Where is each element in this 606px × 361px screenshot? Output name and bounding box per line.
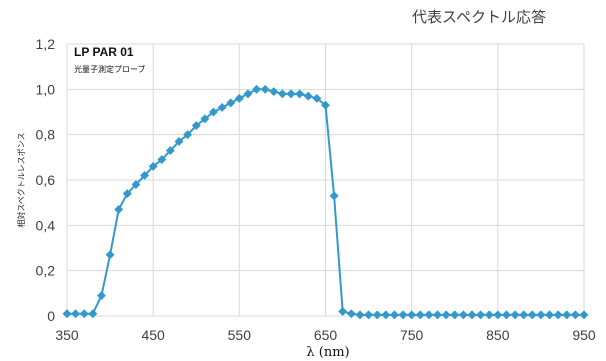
data-point: [536, 310, 546, 320]
data-point: [269, 87, 279, 97]
data-point: [372, 310, 382, 320]
x-tick-label: 950: [572, 327, 596, 343]
y-tick-label: 1,0: [36, 81, 56, 97]
data-point: [122, 189, 132, 199]
data-point: [450, 310, 460, 320]
data-point: [338, 306, 348, 317]
x-tick-label: 750: [400, 327, 424, 343]
data-point: [381, 310, 391, 320]
x-tick-label: 450: [141, 327, 165, 343]
data-point: [174, 136, 184, 147]
data-point: [139, 170, 150, 181]
y-tick-label: 0,8: [36, 127, 56, 143]
data-point: [148, 161, 158, 171]
series-response: [62, 84, 589, 320]
x-tick-labels: 350 450 550 650 750 850 950: [55, 327, 596, 343]
probe-annotation: LP PAR 01 光量子測定プローブ: [74, 45, 146, 74]
data-point: [183, 130, 193, 140]
data-point: [355, 310, 365, 320]
data-point: [286, 89, 296, 99]
y-tick-label: 0,6: [36, 172, 56, 188]
annotation-title: LP PAR 01: [74, 45, 134, 59]
data-point: [424, 310, 434, 320]
y-tick-label: 1,2: [36, 36, 56, 52]
data-point: [71, 309, 81, 319]
data-point: [191, 121, 201, 131]
data-point: [208, 107, 219, 117]
x-tick-label: 850: [486, 327, 510, 343]
data-point: [312, 93, 322, 103]
x-axis-label: λ (nm): [306, 345, 349, 360]
data-point: [389, 310, 399, 320]
data-point: [519, 310, 529, 320]
data-point: [329, 191, 339, 201]
data-point: [570, 310, 580, 320]
data-point: [579, 310, 589, 320]
data-point: [105, 250, 115, 260]
chart-title: 代表スペクトル応答: [412, 8, 546, 26]
data-point: [467, 310, 477, 320]
y-tick-label: 0: [47, 308, 55, 324]
data-point: [501, 310, 512, 320]
data-point: [62, 309, 72, 319]
data-point: [476, 310, 486, 320]
data-point: [226, 98, 236, 108]
data-point: [131, 179, 141, 190]
data-point: [200, 114, 210, 124]
data-point: [252, 84, 262, 94]
data-point: [157, 155, 167, 165]
data-point: [346, 309, 356, 319]
data-point: [415, 310, 425, 320]
x-tick-label: 550: [228, 327, 252, 343]
data-point: [458, 310, 468, 320]
data-point: [484, 310, 494, 320]
data-point: [295, 89, 305, 99]
y-tick-label: 0,2: [36, 263, 56, 279]
data-point: [527, 310, 537, 320]
plot-area: [66, 43, 585, 317]
x-tick-label: 650: [314, 327, 338, 343]
data-point: [432, 310, 443, 320]
data-point: [79, 309, 89, 319]
data-point: [364, 310, 374, 320]
data-point: [260, 84, 270, 94]
data-point: [544, 310, 555, 320]
data-point: [553, 310, 563, 320]
annotation-subtitle: 光量子測定プローブ: [74, 64, 146, 74]
data-point: [114, 204, 124, 215]
data-point: [510, 310, 520, 320]
data-point: [234, 93, 244, 103]
data-point: [493, 310, 503, 320]
data-point: [320, 100, 331, 110]
data-point: [243, 89, 253, 99]
y-tick-label: 0,4: [36, 217, 56, 233]
data-point: [217, 102, 227, 113]
data-point: [277, 89, 287, 99]
data-point: [165, 145, 175, 156]
data-point: [398, 310, 408, 320]
data-point: [441, 310, 451, 320]
data-point: [88, 309, 98, 319]
data-point: [562, 310, 572, 320]
x-tick-label: 350: [55, 327, 79, 343]
data-point: [96, 291, 107, 301]
y-tick-labels: 0 0,2 0,4 0,6 0,8 1,0 1,2: [36, 36, 56, 324]
y-axis-label: 相対スペクトルレスポンス: [16, 132, 26, 227]
data-point: [303, 91, 313, 101]
data-point: [407, 310, 417, 320]
